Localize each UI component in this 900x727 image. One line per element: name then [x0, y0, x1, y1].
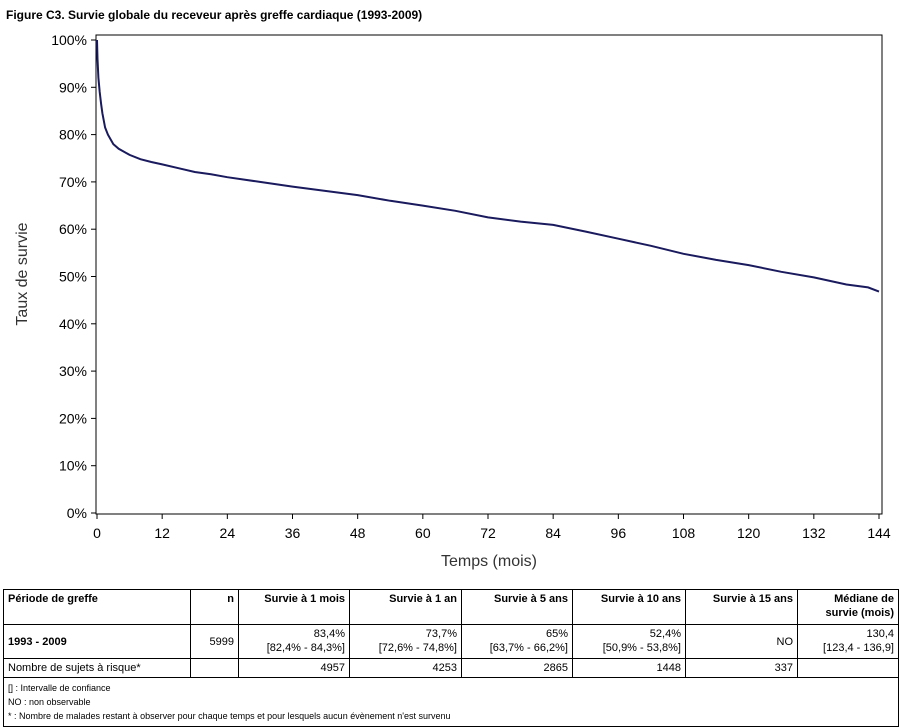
x-tick-label: 120 — [737, 525, 761, 541]
header-cell: Survie à 1 an — [349, 589, 462, 625]
plot-frame — [95, 34, 883, 515]
table-header-row: Période de greffe n Survie à 1 mois Surv… — [3, 589, 899, 625]
x-tick-label: 48 — [350, 525, 366, 541]
risk-value-cell: 2865 — [461, 658, 573, 678]
risk-value-cell: 1448 — [572, 658, 686, 678]
x-tick-label: 0 — [93, 525, 101, 541]
period-cell: 1993 - 2009 — [3, 624, 191, 659]
risk-label-cell: Nombre de sujets à risque* — [3, 658, 191, 678]
header-cell: Médiane de survie (mois) — [797, 589, 899, 625]
note-line: NO : non observable — [8, 697, 91, 707]
x-axis: 0 12 24 36 48 60 72 84 96 108 120 132 144 — [93, 514, 891, 541]
y-axis: 0% 10% 20% 30% 40% 50% 60% 70% 80% 90% 100% — [51, 32, 96, 521]
risk-value-cell: 337 — [685, 658, 798, 678]
note-line: [] : Intervalle de confiance — [8, 683, 111, 693]
results-table: Période de greffe n Survie à 1 mois Surv… — [3, 589, 899, 727]
header-cell: Période de greffe — [3, 589, 191, 625]
x-tick-label: 96 — [611, 525, 627, 541]
median-cell: 130,4 [123,4 - 136,9] — [797, 624, 899, 659]
header-cell: n — [190, 589, 239, 625]
x-tick-label: 108 — [672, 525, 696, 541]
x-tick-label: 144 — [867, 525, 891, 541]
x-tick-label: 84 — [545, 525, 561, 541]
header-cell: Survie à 10 ans — [572, 589, 686, 625]
survival-curve — [96, 39, 880, 293]
risk-value-cell: 4957 — [238, 658, 350, 678]
figure-title: Figure C3. Survie globale du receveur ap… — [6, 8, 423, 22]
risk-value-cell: 4253 — [349, 658, 462, 678]
survival-10y-cell: 52,4% [50,9% - 53,8%] — [572, 624, 686, 659]
y-tick-label: 0% — [67, 505, 87, 521]
x-axis-title: Temps (mois) — [441, 553, 537, 570]
table-notes: [] : Intervalle de confiance NO : non ob… — [3, 677, 899, 727]
x-tick-label: 72 — [480, 525, 496, 541]
risk-empty-cell — [797, 658, 899, 678]
header-cell: Survie à 5 ans — [461, 589, 573, 625]
x-tick-label: 132 — [802, 525, 826, 541]
table-row: 1993 - 2009 5999 83,4% [82,4% - 84,3%] 73… — [3, 624, 899, 659]
n-cell: 5999 — [190, 624, 239, 659]
notes-row: [] : Intervalle de confiance NO : non ob… — [3, 677, 899, 727]
y-tick-label: 100% — [51, 32, 87, 48]
note-line: * : Nombre de malades restant à observer… — [8, 711, 451, 721]
x-tick-label: 60 — [415, 525, 431, 541]
y-tick-label: 30% — [59, 363, 87, 379]
risk-row: Nombre de sujets à risque* 4957 4253 286… — [3, 658, 899, 678]
survival-15y-cell: NO — [685, 624, 798, 659]
y-tick-label: 70% — [59, 174, 87, 190]
header-cell: Survie à 15 ans — [685, 589, 798, 625]
y-tick-label: 60% — [59, 221, 87, 237]
y-axis-title: Taux de survie — [14, 222, 31, 325]
header-cell: Survie à 1 mois — [238, 589, 350, 625]
y-tick-label: 40% — [59, 316, 87, 332]
y-tick-label: 20% — [59, 410, 87, 426]
survival-1y-cell: 73,7% [72,6% - 74,8%] — [349, 624, 462, 659]
survival-5y-cell: 65% [63,7% - 66,2%] — [461, 624, 573, 659]
survival-1m-cell: 83,4% [82,4% - 84,3%] — [238, 624, 350, 659]
survival-chart: 0% 10% 20% 30% 40% 50% 60% 70% 80% 90% 100% 0 12 24 3… — [14, 32, 891, 570]
y-tick-label: 50% — [59, 269, 87, 285]
x-tick-label: 36 — [285, 525, 301, 541]
x-tick-label: 24 — [220, 525, 236, 541]
x-tick-label: 12 — [154, 525, 170, 541]
y-tick-label: 80% — [59, 127, 87, 143]
risk-empty-cell — [190, 658, 239, 678]
y-tick-label: 10% — [59, 458, 87, 474]
y-tick-label: 90% — [59, 79, 87, 95]
